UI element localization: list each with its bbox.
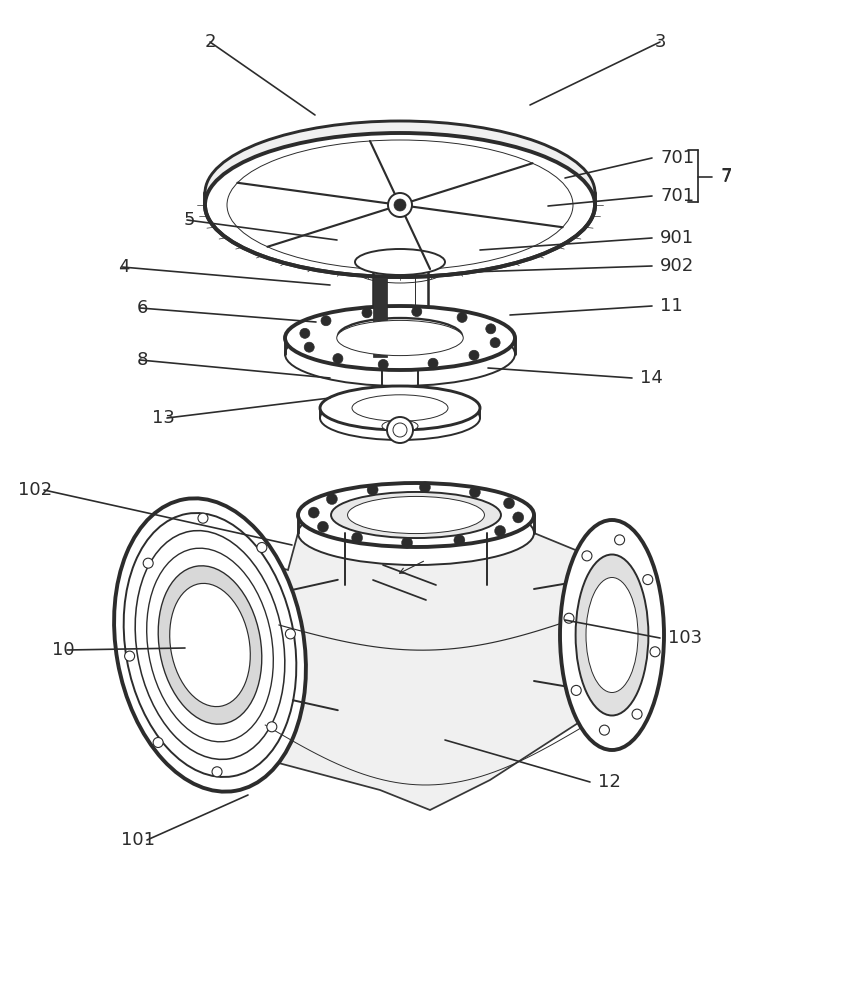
Circle shape [125, 651, 135, 661]
Text: 7: 7 [720, 167, 732, 185]
Circle shape [469, 350, 479, 360]
Ellipse shape [560, 520, 664, 750]
Ellipse shape [382, 420, 418, 432]
Ellipse shape [205, 133, 595, 277]
Ellipse shape [124, 513, 297, 777]
Circle shape [650, 647, 660, 657]
Text: 5: 5 [184, 211, 195, 229]
Circle shape [428, 358, 438, 368]
Text: 101: 101 [121, 831, 155, 849]
Circle shape [300, 328, 310, 338]
Ellipse shape [147, 548, 273, 742]
Ellipse shape [320, 396, 480, 440]
Circle shape [420, 482, 431, 493]
Text: 902: 902 [660, 257, 695, 275]
Circle shape [564, 613, 574, 623]
Circle shape [309, 507, 319, 518]
Text: 701: 701 [660, 149, 694, 167]
Bar [373, 277, 387, 357]
Circle shape [411, 307, 422, 317]
Ellipse shape [169, 583, 250, 707]
Circle shape [198, 513, 208, 523]
Ellipse shape [320, 386, 480, 430]
Polygon shape [243, 527, 602, 810]
Circle shape [388, 193, 412, 217]
Circle shape [212, 767, 222, 777]
Circle shape [326, 494, 337, 505]
Ellipse shape [158, 566, 262, 724]
Text: 901: 901 [660, 229, 694, 247]
Circle shape [513, 512, 524, 523]
Ellipse shape [586, 578, 638, 692]
Ellipse shape [347, 496, 485, 534]
Text: 11: 11 [660, 297, 683, 315]
Text: 7: 7 [720, 168, 732, 186]
Ellipse shape [227, 140, 573, 270]
Circle shape [572, 685, 581, 695]
Circle shape [394, 199, 406, 211]
Circle shape [367, 484, 379, 495]
Circle shape [286, 629, 295, 639]
Circle shape [153, 738, 164, 748]
Circle shape [379, 359, 389, 369]
Circle shape [267, 722, 277, 732]
Circle shape [486, 324, 496, 334]
Circle shape [387, 417, 413, 443]
Circle shape [490, 338, 500, 348]
Circle shape [321, 316, 331, 326]
Circle shape [599, 725, 609, 735]
Circle shape [503, 498, 514, 509]
Circle shape [318, 521, 329, 532]
Text: 4: 4 [119, 258, 130, 276]
Ellipse shape [338, 318, 462, 354]
Circle shape [495, 525, 506, 536]
Circle shape [362, 308, 372, 318]
Circle shape [454, 535, 464, 546]
Circle shape [143, 558, 153, 568]
Circle shape [352, 532, 362, 543]
Circle shape [582, 551, 592, 561]
Ellipse shape [285, 322, 515, 386]
Circle shape [457, 312, 467, 322]
Text: 13: 13 [152, 409, 175, 427]
Circle shape [632, 709, 642, 719]
Text: 6: 6 [137, 299, 148, 317]
Ellipse shape [336, 320, 464, 356]
Circle shape [393, 423, 407, 437]
Circle shape [642, 575, 652, 585]
Ellipse shape [205, 121, 595, 265]
Circle shape [470, 487, 481, 498]
Text: 8: 8 [137, 351, 148, 369]
Ellipse shape [135, 531, 285, 759]
Ellipse shape [576, 554, 648, 716]
Circle shape [304, 342, 314, 352]
Text: 103: 103 [668, 629, 702, 647]
Text: 12: 12 [598, 773, 621, 791]
Text: 3: 3 [654, 33, 666, 51]
Ellipse shape [331, 492, 501, 538]
Circle shape [257, 542, 267, 552]
Ellipse shape [298, 483, 534, 547]
Circle shape [401, 537, 412, 548]
Text: 2: 2 [204, 33, 216, 51]
Text: 10: 10 [52, 641, 75, 659]
Ellipse shape [285, 306, 515, 370]
Ellipse shape [355, 257, 445, 283]
Ellipse shape [114, 498, 306, 792]
Ellipse shape [355, 249, 445, 275]
Circle shape [615, 535, 625, 545]
Ellipse shape [352, 395, 448, 421]
Text: 701: 701 [660, 187, 694, 205]
Ellipse shape [298, 501, 534, 565]
Text: 14: 14 [640, 369, 663, 387]
Circle shape [333, 354, 343, 364]
Text: 102: 102 [18, 481, 52, 499]
